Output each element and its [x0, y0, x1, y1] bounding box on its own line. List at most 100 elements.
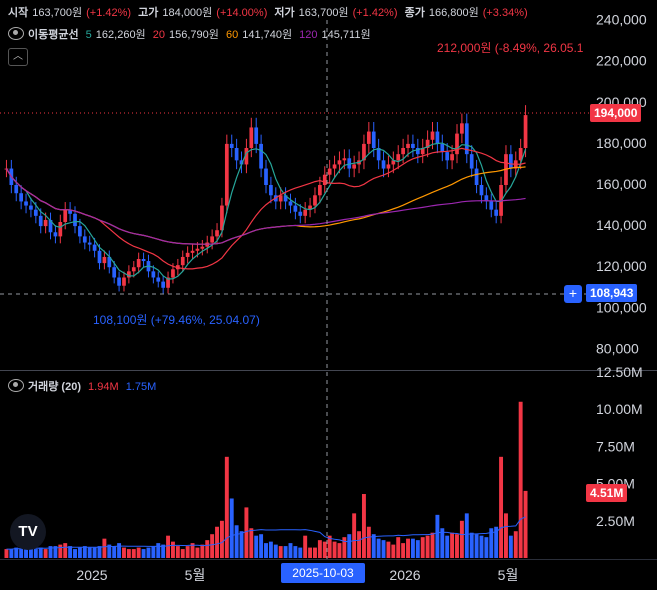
- time-tick-label: 5월: [498, 567, 519, 583]
- volume-bar: [254, 535, 259, 558]
- candle-body: [195, 248, 200, 251]
- volume-tick-label: 12.50M: [596, 364, 643, 380]
- volume-bar: [141, 549, 146, 558]
- candle-body: [455, 133, 459, 155]
- tradingview-logo[interactable]: TV: [10, 514, 46, 550]
- volume-bar: [425, 535, 430, 558]
- volume-bar: [24, 546, 28, 558]
- volume-bar: [112, 546, 117, 558]
- volume-ma-value: 1.75M: [125, 381, 157, 393]
- volume-bar: [131, 549, 136, 558]
- candle-body: [508, 154, 513, 169]
- volume-bar: [494, 526, 499, 558]
- volume-bar: [117, 543, 122, 558]
- low-value: 163,700원: [298, 7, 349, 19]
- candle-body: [494, 209, 499, 216]
- candle-body: [117, 277, 121, 286]
- candle-body: [264, 168, 268, 185]
- volume-bar: [342, 537, 347, 558]
- collapse-legend-button[interactable]: ︿: [8, 48, 28, 66]
- candle-body: [24, 201, 28, 206]
- volume-bar: [303, 535, 308, 558]
- volume-bar: [161, 544, 166, 558]
- candle-body: [420, 148, 425, 155]
- candle-body: [14, 185, 19, 194]
- volume-bar: [386, 541, 391, 558]
- candle-body: [224, 143, 229, 206]
- candle-body: [332, 164, 337, 169]
- candle-body: [171, 269, 175, 278]
- volume-bar: [28, 547, 33, 558]
- volume-bar: [430, 532, 435, 558]
- volume-bar: [366, 526, 371, 558]
- add-alert-button[interactable]: +: [564, 285, 582, 303]
- volume-bar: [68, 546, 73, 558]
- volume-bar: [474, 534, 479, 558]
- time-tick-label: 5월: [185, 567, 206, 583]
- ma-title: 이동평균선: [28, 29, 79, 41]
- candle-body: [283, 195, 288, 202]
- candle-body: [474, 168, 479, 185]
- price-tick-label: 240,000: [596, 12, 647, 28]
- volume-bar: [259, 534, 264, 558]
- volume-title: 거래량 (20): [28, 381, 81, 393]
- close-value: 166,800원: [428, 7, 479, 19]
- volume-bar: [9, 549, 14, 558]
- volume-bar: [293, 546, 298, 558]
- volume-bar: [479, 535, 484, 558]
- volume-bar: [410, 538, 415, 558]
- volume-tick-label: 7.50M: [596, 438, 635, 454]
- volume-bar: [391, 544, 396, 558]
- volume-bar: [185, 546, 190, 558]
- volume-bar: [87, 547, 92, 558]
- ma60-period: 60: [225, 29, 239, 41]
- volume-bar: [308, 547, 313, 558]
- time-tick-label: 2025: [76, 567, 107, 583]
- candle-body: [38, 215, 43, 227]
- candle-body: [33, 209, 38, 216]
- volume-bar: [415, 540, 420, 558]
- ma-legend[interactable]: 이동평균선 5 162,260원 20 156,790원 60 141,740원 12…: [8, 26, 375, 42]
- volume-bar: [322, 541, 327, 558]
- candle-body: [180, 256, 185, 266]
- volume-bar: [464, 513, 469, 558]
- volume-bar: [33, 549, 38, 558]
- candle-body: [254, 127, 259, 144]
- candle-body: [78, 226, 82, 237]
- eye-icon[interactable]: [8, 27, 24, 40]
- volume-bar: [38, 547, 43, 558]
- volume-bar: [268, 541, 273, 558]
- volume-bar: [469, 532, 474, 558]
- candle-body: [259, 143, 263, 169]
- candle-body: [386, 164, 391, 169]
- candle-body: [249, 127, 254, 148]
- candle-body: [29, 205, 33, 210]
- volume-bar: [224, 456, 229, 558]
- candle-body: [166, 277, 170, 288]
- candle-body: [523, 115, 528, 148]
- candle-body: [376, 148, 381, 161]
- ma60-value: 141,740원: [242, 29, 293, 41]
- candle-body: [435, 131, 440, 144]
- volume-bar: [499, 456, 504, 558]
- eye-icon[interactable]: [8, 379, 24, 392]
- candle-body: [489, 201, 494, 210]
- volume-bar: [450, 532, 455, 558]
- candle-body: [234, 148, 239, 161]
- candle-body: [318, 185, 322, 196]
- volume-bar: [523, 490, 528, 558]
- candle-body: [185, 252, 190, 257]
- volume-bar: [518, 401, 523, 558]
- candle-body: [190, 250, 195, 253]
- candle-body: [440, 143, 445, 153]
- price-tick-label: 160,000: [596, 176, 647, 192]
- volume-bar: [210, 534, 215, 558]
- volume-bar: [107, 544, 112, 558]
- close-change: (+3.34%): [482, 7, 528, 19]
- ma5-period: 5: [85, 29, 92, 41]
- candle-body: [151, 271, 156, 278]
- volume-bar: [264, 543, 268, 558]
- volume-bar: [298, 547, 303, 558]
- candle-body: [102, 256, 107, 264]
